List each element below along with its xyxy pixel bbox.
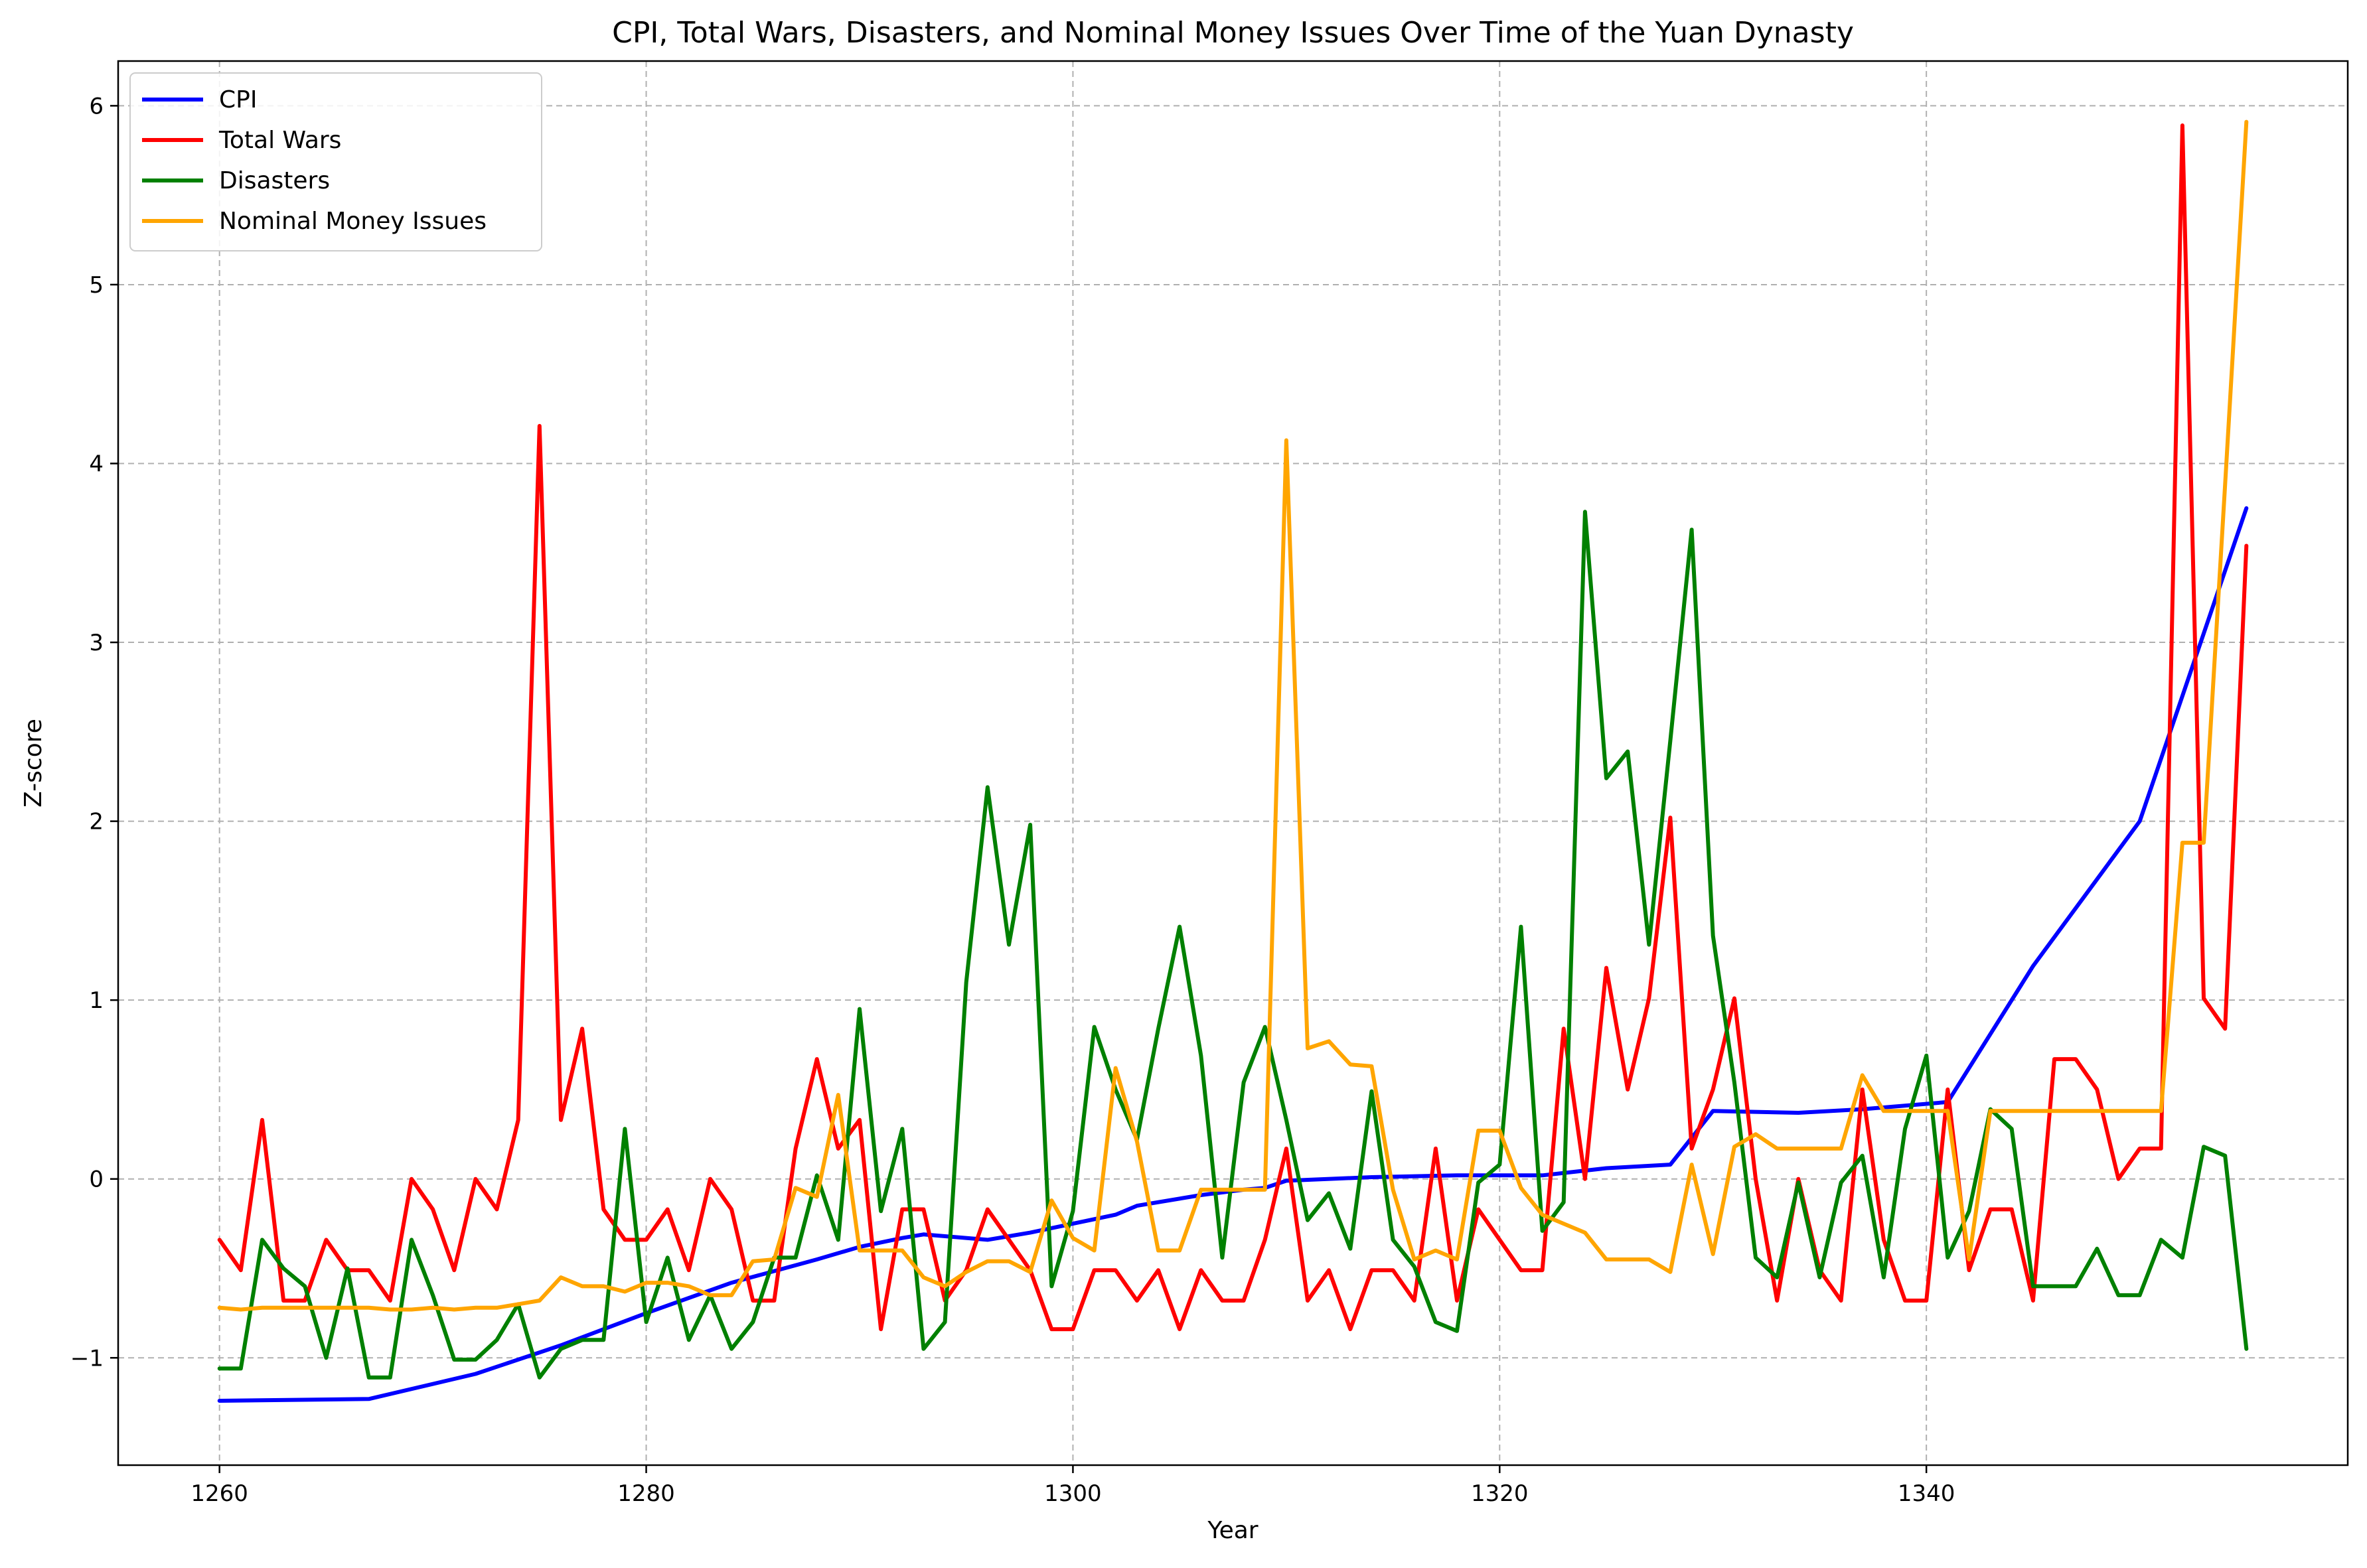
x-tick-label: 1300 [1044, 1480, 1102, 1507]
legend-label: CPI [219, 86, 257, 113]
y-tick-label: 5 [89, 272, 104, 299]
chart-title: CPI, Total Wars, Disasters, and Nominal … [612, 16, 1854, 50]
series-line-total-wars [220, 125, 2247, 1329]
y-tick-label: 1 [89, 987, 104, 1014]
x-tick-label: 1320 [1471, 1480, 1529, 1507]
x-tick-label: 1260 [191, 1480, 248, 1507]
x-tick-label: 1340 [1898, 1480, 1955, 1507]
legend-label: Nominal Money Issues [219, 208, 487, 235]
y-tick-label: 6 [89, 93, 104, 119]
y-axis-label: Z-score [20, 719, 47, 808]
x-axis-label: Year [1207, 1517, 1258, 1544]
plot-frame [118, 61, 2348, 1465]
grid-layer [118, 61, 2348, 1465]
legend-label: Disasters [219, 167, 330, 194]
y-tick-label: 4 [89, 451, 104, 477]
y-tick-label: 2 [89, 809, 104, 835]
y-tick-label: 3 [89, 630, 104, 656]
y-tick-label: 0 [89, 1167, 104, 1193]
series-layer [220, 122, 2247, 1401]
y-tick-label: −1 [70, 1345, 104, 1372]
legend-label: Total Wars [218, 127, 341, 154]
x-tick-label: 1280 [617, 1480, 675, 1507]
legend: CPI Total Wars Disasters Nominal Money Issu… [130, 73, 542, 251]
